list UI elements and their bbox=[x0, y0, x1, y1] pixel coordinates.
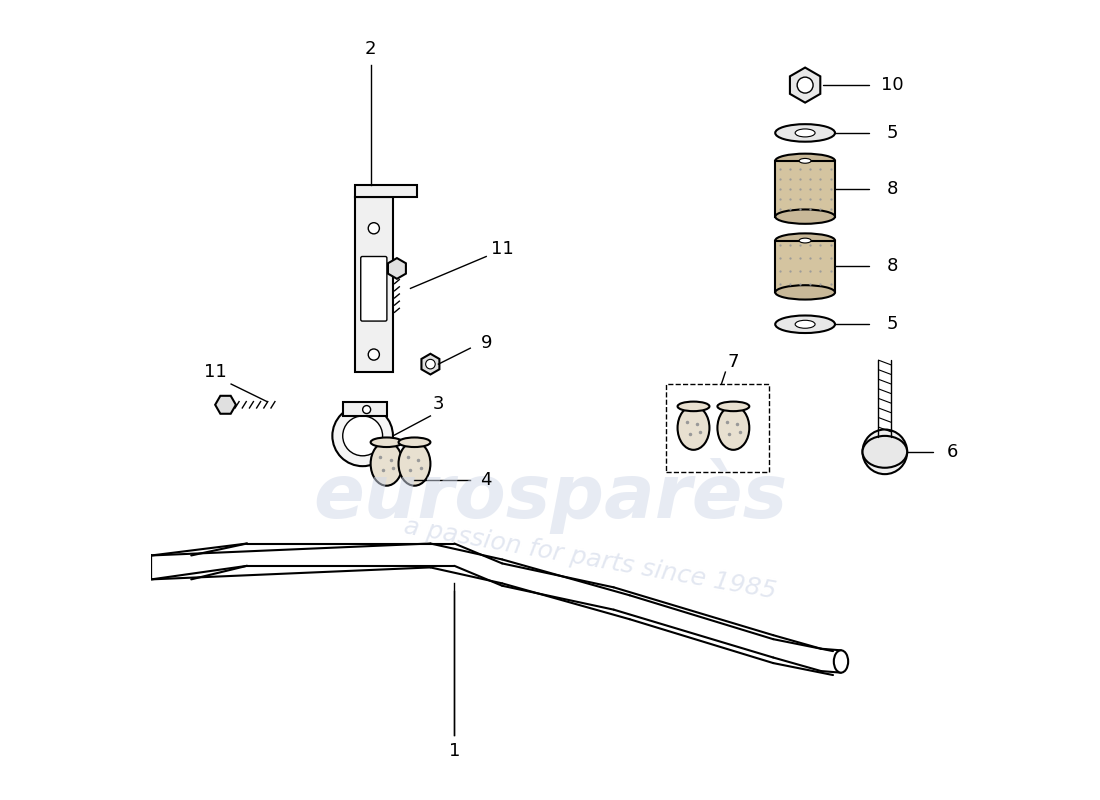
Text: 8: 8 bbox=[887, 257, 899, 275]
Ellipse shape bbox=[678, 406, 710, 450]
Ellipse shape bbox=[799, 158, 811, 163]
Ellipse shape bbox=[776, 210, 835, 224]
Text: 5: 5 bbox=[887, 315, 899, 334]
Text: 7: 7 bbox=[727, 353, 739, 370]
FancyBboxPatch shape bbox=[361, 257, 387, 321]
Ellipse shape bbox=[795, 129, 815, 137]
Ellipse shape bbox=[776, 234, 835, 248]
Polygon shape bbox=[343, 402, 386, 416]
Circle shape bbox=[798, 77, 813, 93]
Text: 6: 6 bbox=[947, 443, 958, 461]
Text: 1: 1 bbox=[449, 742, 460, 760]
Ellipse shape bbox=[398, 438, 430, 447]
Ellipse shape bbox=[717, 402, 749, 411]
Ellipse shape bbox=[776, 286, 835, 299]
Polygon shape bbox=[774, 241, 835, 292]
Ellipse shape bbox=[795, 320, 815, 328]
Ellipse shape bbox=[862, 436, 907, 468]
Ellipse shape bbox=[776, 124, 835, 142]
Text: 10: 10 bbox=[881, 76, 904, 94]
Circle shape bbox=[332, 406, 393, 466]
Circle shape bbox=[426, 359, 436, 369]
Text: 4: 4 bbox=[481, 470, 492, 489]
Ellipse shape bbox=[717, 406, 749, 450]
Ellipse shape bbox=[799, 238, 811, 243]
Text: 2: 2 bbox=[365, 40, 376, 58]
Text: eurosparès: eurosparès bbox=[312, 458, 788, 534]
Polygon shape bbox=[354, 185, 417, 197]
Text: 11: 11 bbox=[204, 363, 227, 381]
Circle shape bbox=[368, 349, 379, 360]
Circle shape bbox=[862, 430, 907, 474]
Text: 11: 11 bbox=[491, 239, 514, 258]
Ellipse shape bbox=[371, 438, 403, 447]
Ellipse shape bbox=[776, 315, 835, 333]
Polygon shape bbox=[774, 161, 835, 217]
Text: 8: 8 bbox=[887, 180, 899, 198]
Circle shape bbox=[363, 406, 371, 414]
Ellipse shape bbox=[776, 154, 835, 168]
Text: 5: 5 bbox=[887, 124, 899, 142]
Text: a passion for parts since 1985: a passion for parts since 1985 bbox=[402, 515, 778, 604]
Ellipse shape bbox=[678, 402, 710, 411]
Circle shape bbox=[343, 416, 383, 456]
Ellipse shape bbox=[834, 650, 848, 673]
FancyBboxPatch shape bbox=[354, 197, 393, 372]
Ellipse shape bbox=[398, 442, 430, 486]
Ellipse shape bbox=[371, 442, 403, 486]
Circle shape bbox=[368, 222, 379, 234]
Text: 3: 3 bbox=[432, 395, 444, 413]
Text: 9: 9 bbox=[481, 334, 492, 352]
